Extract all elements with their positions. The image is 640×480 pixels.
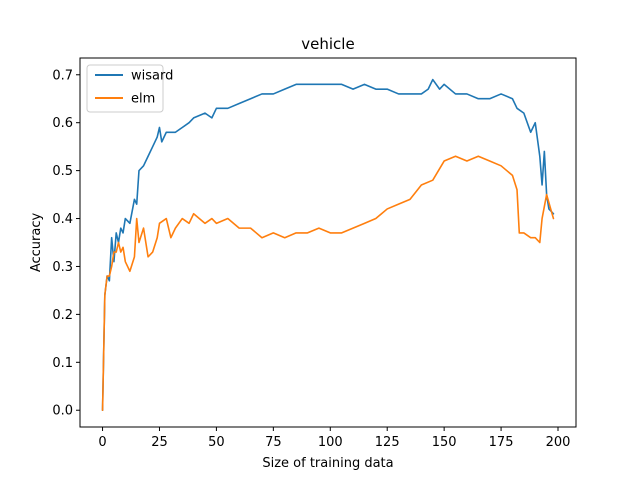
x-tick-label: 50 xyxy=(208,435,225,450)
y-axis-label: Accuracy xyxy=(29,213,44,273)
legend-box xyxy=(86,64,164,113)
y-axis-ticks: 0.0 0.1 0.2 0.3 0.4 0.5 0.6 0.7 xyxy=(52,68,80,419)
legend-label-wisard: wisard xyxy=(131,69,173,84)
y-tick-label: 0.6 xyxy=(52,116,73,131)
axes-frame xyxy=(79,57,577,428)
y-tick-label: 0.5 xyxy=(52,164,73,179)
series-line-wisard xyxy=(101,78,555,412)
y-tick-label: 0.3 xyxy=(52,260,73,275)
series-line-elm xyxy=(101,155,555,412)
legend-label-elm: elm xyxy=(131,92,155,107)
x-tick-label: 125 xyxy=(375,435,400,450)
y-tick-label: 0.2 xyxy=(52,308,73,323)
legend: wisard elm xyxy=(86,64,173,113)
chart-title: vehicle xyxy=(301,35,354,53)
plot-area xyxy=(80,58,576,427)
x-tick-label: 0 xyxy=(98,435,106,450)
x-axis-ticks: 0 25 50 75 100 125 150 175 200 xyxy=(98,427,570,450)
x-axis-label: Size of training data xyxy=(262,456,393,471)
y-tick-label: 0.7 xyxy=(52,68,73,83)
x-tick-label: 25 xyxy=(151,435,168,450)
x-tick-label: 75 xyxy=(265,435,282,450)
series-layer xyxy=(101,78,555,412)
x-tick-label: 200 xyxy=(546,435,571,450)
x-tick-label: 150 xyxy=(432,435,457,450)
y-tick-label: 0.1 xyxy=(52,356,73,371)
x-tick-label: 175 xyxy=(489,435,514,450)
x-tick-label: 100 xyxy=(318,435,343,450)
y-tick-label: 0.4 xyxy=(52,212,73,227)
y-tick-label: 0.0 xyxy=(52,404,73,419)
